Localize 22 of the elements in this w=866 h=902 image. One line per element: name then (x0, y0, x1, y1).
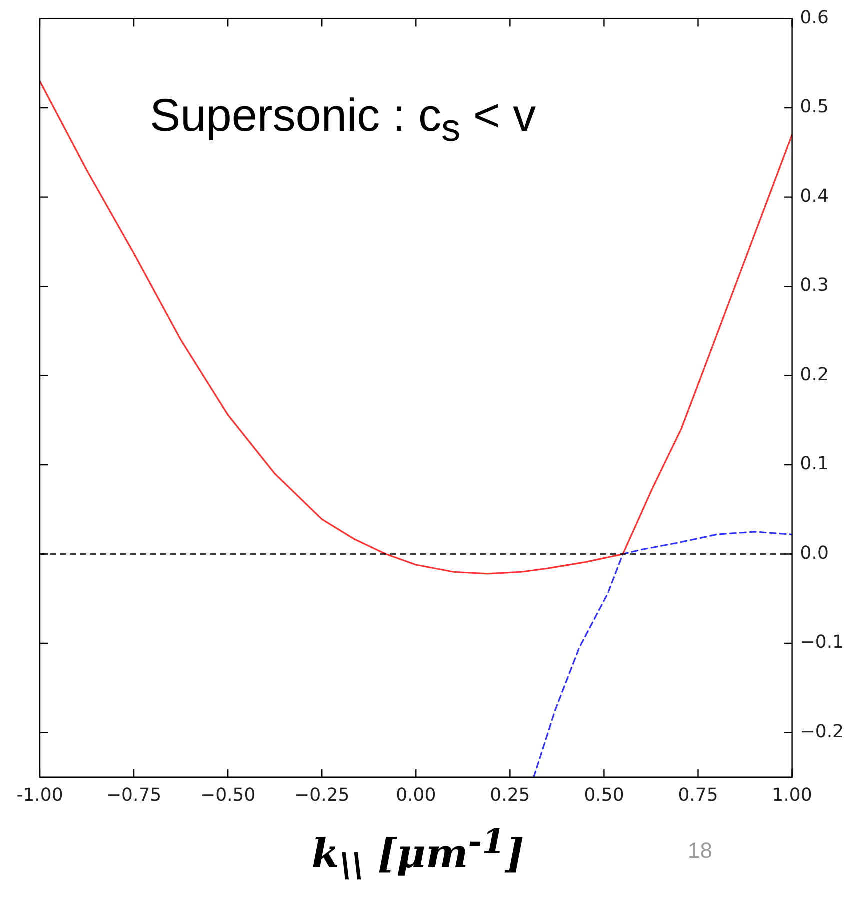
x-tick-label: −0.50 (200, 784, 256, 806)
y-tick-label: 0.2 (800, 364, 829, 386)
y-tick-label: 0.6 (800, 7, 829, 28)
y-tick-label: 0.1 (800, 454, 829, 475)
x-tick-label: 0.50 (584, 784, 624, 806)
text: 18 (688, 838, 712, 864)
y-tick-label: 0.3 (800, 275, 829, 296)
x-tick-label: 0.25 (490, 784, 530, 806)
x-tick-label: −0.75 (106, 784, 162, 806)
x-tick-label: −0.25 (294, 784, 350, 806)
text: Supersonic : c$_{s}$ < v (150, 88, 536, 152)
x-tick-label: 1.00 (772, 784, 812, 806)
y-tick-label: −0.2 (800, 721, 844, 742)
x-tick-label: -1.00 (16, 784, 64, 806)
line-series (533, 531, 792, 778)
x-axis-title: k$_{\\}$ [μm$^{-1}$] (312, 822, 524, 884)
y-tick-label: 0.4 (800, 186, 829, 207)
x-tick-label: 0.75 (678, 784, 718, 806)
y-tick-label: −0.1 (800, 632, 844, 654)
y-tick-label: 0.5 (800, 96, 829, 118)
x-tick-label: 0.00 (396, 784, 436, 806)
y-tick-label: 0.0 (800, 542, 829, 564)
